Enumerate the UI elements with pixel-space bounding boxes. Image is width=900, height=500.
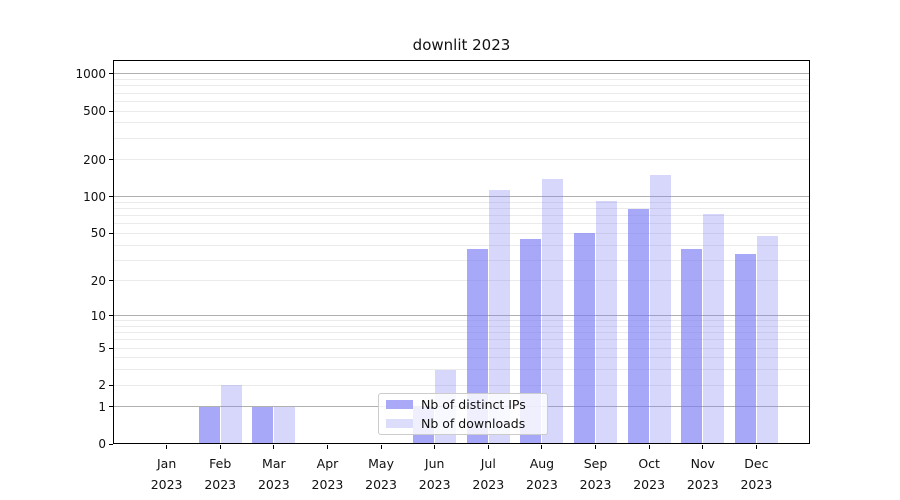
gridline-minor-30	[114, 259, 809, 261]
y-tick-1000	[109, 73, 113, 75]
bar-downloads-aug	[542, 178, 564, 444]
x-tick-label-may: May 2023	[365, 456, 397, 492]
legend-label-downloads: Nb of downloads	[421, 415, 526, 431]
y-tick-2	[109, 384, 113, 386]
y-tick-label-500: 500	[83, 104, 106, 119]
bar-distinct-ips-oct	[627, 208, 649, 444]
y-tick-label-2: 2	[98, 378, 106, 393]
bar-downloads-dec	[756, 235, 778, 444]
gridline-minor-4	[114, 357, 809, 359]
y-tick-10	[109, 315, 113, 317]
bar-downloads-nov	[703, 214, 725, 444]
gridline-minor-50	[114, 232, 809, 234]
gridline-minor-500	[114, 110, 809, 112]
bar-downloads-jul	[488, 190, 510, 444]
gridline-minor-300	[114, 137, 809, 139]
gridline-minor-200	[114, 159, 809, 161]
x-tick-may	[380, 445, 382, 449]
x-tick-aug	[541, 445, 543, 449]
gridline-minor-40	[114, 244, 809, 246]
y-tick-200	[109, 159, 113, 161]
y-tick-label-1000: 1000	[75, 66, 106, 81]
bar-downloads-sep	[596, 200, 618, 444]
gridline-minor-2	[114, 384, 809, 386]
gridline-minor-5	[114, 347, 809, 349]
gridline-minor-80	[114, 208, 809, 210]
gridline-minor-400	[114, 122, 809, 124]
bar-distinct-ips-nov	[681, 249, 703, 444]
gridline-minor-8	[114, 325, 809, 327]
bar-distinct-ips-sep	[574, 233, 596, 444]
x-tick-jul	[487, 445, 489, 449]
x-tick-mar	[273, 445, 275, 449]
x-tick-label-feb: Feb 2023	[204, 456, 237, 492]
gridline-minor-20	[114, 280, 809, 282]
bar-downloads-mar	[274, 406, 296, 444]
x-tick-label-sep: Sep 2023	[579, 456, 612, 492]
gridline-minor-70	[114, 215, 809, 217]
gridline-minor-6	[114, 339, 809, 341]
y-tick-label-20: 20	[90, 273, 106, 288]
y-tick-5	[109, 347, 113, 349]
x-tick-oct	[648, 445, 650, 449]
gridline-minor-3	[114, 369, 809, 371]
legend-label-distinct-ips: Nb of distinct IPs	[421, 397, 526, 413]
bar-downloads-oct	[649, 175, 671, 444]
x-tick-feb	[219, 445, 221, 449]
y-tick-label-200: 200	[83, 152, 106, 167]
x-tick-sep	[595, 445, 597, 449]
x-tick-jan	[166, 445, 168, 449]
bar-downloads-feb	[220, 385, 242, 444]
gridline-major-10	[114, 315, 809, 317]
gridline-minor-900	[114, 79, 809, 81]
gridline-major-100	[114, 196, 809, 198]
bar-distinct-ips-aug	[520, 238, 542, 444]
y-tick-label-100: 100	[83, 189, 106, 204]
gridline-minor-90	[114, 201, 809, 203]
x-tick-label-dec: Dec 2023	[740, 456, 773, 492]
legend-swatch-distinct-ips	[386, 400, 413, 410]
y-tick-label-10: 10	[90, 308, 106, 323]
x-tick-jun	[434, 445, 436, 449]
x-tick-apr	[326, 445, 328, 449]
legend-item-distinct-ips: Nb of distinct IPs	[386, 397, 540, 412]
x-tick-label-aug: Aug 2023	[526, 456, 558, 492]
gridline-minor-800	[114, 85, 809, 87]
legend-item-downloads: Nb of downloads	[386, 416, 540, 431]
y-tick-label-50: 50	[90, 226, 106, 241]
y-tick-50	[109, 232, 113, 234]
y-tick-label-1: 1	[98, 399, 106, 414]
x-tick-label-jul: Jul 2023	[472, 456, 505, 492]
x-tick-label-nov: Nov 2023	[686, 456, 719, 492]
gridline-minor-60	[114, 223, 809, 225]
y-tick-20	[109, 280, 113, 282]
y-tick-0	[109, 443, 113, 445]
legend: Nb of distinct IPs Nb of downloads	[378, 393, 548, 435]
y-tick-label-5: 5	[98, 341, 106, 356]
gridline-major-1000	[114, 73, 809, 75]
y-tick-1	[109, 406, 113, 408]
x-tick-label-oct: Oct 2023	[633, 456, 666, 492]
x-tick-label-jan: Jan 2023	[150, 456, 183, 492]
x-tick-label-jun: Jun 2023	[418, 456, 451, 492]
x-tick-dec	[755, 445, 757, 449]
y-tick-500	[109, 110, 113, 112]
bar-distinct-ips-mar	[252, 406, 274, 444]
y-tick-label-0: 0	[98, 437, 106, 451]
gridline-minor-9	[114, 320, 809, 322]
bar-distinct-ips-feb	[198, 406, 220, 444]
x-tick-label-apr: Apr 2023	[311, 456, 344, 492]
legend-swatch-downloads	[386, 418, 413, 428]
x-tick-label-mar: Mar 2023	[257, 456, 290, 492]
gridline-minor-700	[114, 92, 809, 94]
chart-title: downlit 2023	[412, 36, 511, 54]
gridline-minor-7	[114, 332, 809, 334]
x-tick-nov	[702, 445, 704, 449]
bar-distinct-ips-dec	[734, 253, 756, 444]
y-tick-100	[109, 196, 113, 198]
gridline-minor-600	[114, 100, 809, 102]
